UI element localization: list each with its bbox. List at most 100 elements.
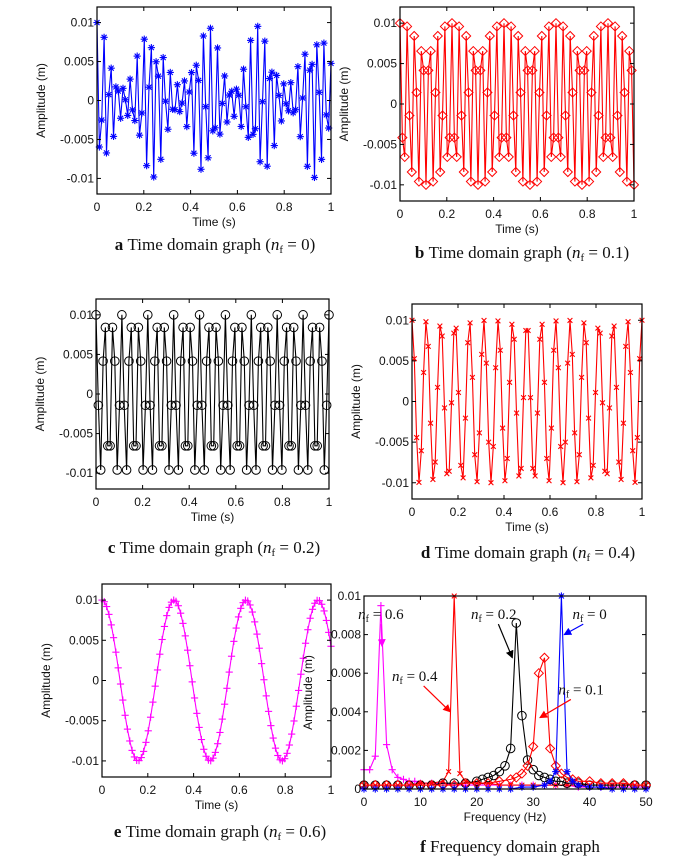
data-point <box>627 369 634 376</box>
marker-stroke <box>530 465 536 472</box>
annotation-subscript: f <box>580 614 584 625</box>
data-point <box>585 415 592 421</box>
data-point <box>416 479 422 486</box>
marker-stroke <box>432 459 439 465</box>
marker-stroke <box>172 106 178 113</box>
data-point <box>274 751 282 760</box>
marker-stroke <box>193 62 200 69</box>
data-point <box>168 310 179 320</box>
marker-stroke <box>127 76 133 83</box>
marker-stroke <box>481 317 487 324</box>
data-point <box>107 64 115 72</box>
y-axis-label: Amplitude (m) <box>34 63 48 138</box>
data-point <box>241 465 252 475</box>
y-tick-label: 0.01 <box>386 313 410 327</box>
data-point <box>550 347 557 354</box>
data-point <box>499 425 506 431</box>
data-point <box>310 173 319 182</box>
data-point <box>98 356 108 366</box>
data-point <box>618 476 624 483</box>
data-point <box>527 65 538 76</box>
caption: f Frequency domain graph <box>420 837 600 856</box>
data-point <box>456 110 467 121</box>
marker-stroke <box>200 33 207 39</box>
data-point <box>247 36 255 44</box>
caption-text: Time domain graph ( <box>120 538 264 557</box>
data-point <box>482 87 493 98</box>
data-point <box>366 766 374 774</box>
marker-stroke <box>269 69 275 76</box>
data-point <box>312 441 323 451</box>
data-point <box>557 443 564 450</box>
marker-stroke <box>165 126 171 133</box>
data-point <box>536 336 543 343</box>
data-point <box>218 400 228 411</box>
caption: a Time domain graph (nf = 0) <box>115 235 316 256</box>
data-point <box>307 322 318 333</box>
caption: d Time domain graph (nf = 0.4) <box>421 543 635 564</box>
data-point <box>518 465 524 472</box>
data-point <box>246 601 254 609</box>
data-point <box>599 400 606 406</box>
plot-data <box>98 596 335 765</box>
data-point <box>152 322 162 333</box>
data-point <box>268 68 276 76</box>
marker-stroke <box>541 379 548 386</box>
data-point <box>430 476 436 483</box>
series-n-f-0-6 <box>360 602 650 791</box>
data-point <box>418 447 425 454</box>
data-point <box>260 441 271 451</box>
data-point <box>505 774 516 785</box>
marker-stroke <box>555 364 562 371</box>
data-point <box>135 131 144 139</box>
marker-stroke <box>131 117 138 124</box>
marker-stroke <box>534 410 541 416</box>
x-tick-label: 20 <box>470 795 484 809</box>
data-point <box>180 441 191 451</box>
data-point <box>605 132 616 143</box>
data-point <box>555 151 566 163</box>
data-point <box>211 748 219 756</box>
data-point <box>126 322 137 333</box>
caption-subscript: f <box>279 244 283 256</box>
data-point <box>107 322 118 333</box>
data-point <box>313 41 321 49</box>
annotation: nf = 0.4 <box>392 669 452 713</box>
data-point <box>187 356 198 366</box>
data-point <box>592 389 599 396</box>
data-point <box>213 44 222 52</box>
data-point <box>275 91 283 100</box>
data-point <box>146 713 155 721</box>
annotation-subscript: f <box>399 676 403 687</box>
data-point <box>442 151 453 163</box>
data-point <box>420 369 427 376</box>
data-point <box>624 45 635 57</box>
y-tick-label: 0 <box>86 387 93 401</box>
data-point <box>128 106 137 114</box>
data-point <box>128 441 139 451</box>
y-tick-label: 0.005 <box>69 633 99 647</box>
data-point <box>483 772 493 783</box>
marker-stroke <box>471 451 478 458</box>
marker-stroke <box>179 100 185 106</box>
data-point <box>165 603 173 612</box>
marker-stroke <box>602 468 608 475</box>
data-point <box>470 65 481 76</box>
data-point <box>602 17 614 29</box>
data-point <box>279 356 290 366</box>
data-point <box>522 65 533 76</box>
marker-stroke <box>439 333 445 339</box>
data-point <box>197 400 207 411</box>
data-point <box>154 72 163 80</box>
data-point <box>494 151 505 163</box>
data-point <box>180 77 189 85</box>
data-point <box>296 133 304 141</box>
marker-stroke <box>250 131 256 138</box>
x-tick-label: 0 <box>99 783 106 797</box>
data-point <box>586 87 597 98</box>
marker-stroke <box>252 125 259 132</box>
data-point <box>197 735 206 744</box>
x-axis-label: Time (s) <box>505 520 549 534</box>
data-point <box>193 709 201 717</box>
x-tick-label: 30 <box>527 795 541 809</box>
